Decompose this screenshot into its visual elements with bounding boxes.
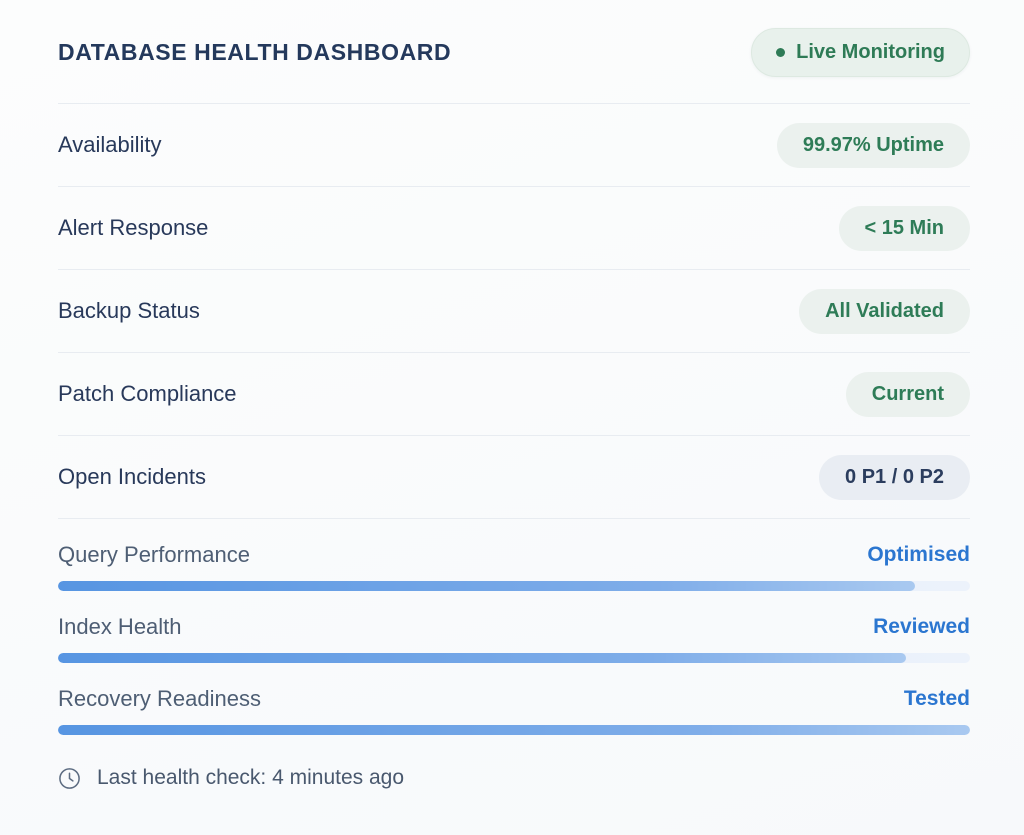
progress-label: Recovery Readiness — [58, 686, 261, 711]
progress-label: Query Performance — [58, 542, 250, 567]
progress-row-index-health: Index Health Reviewed — [58, 591, 970, 663]
header-divider — [58, 103, 970, 104]
progress-fill — [58, 581, 916, 591]
metric-row-alert-response: Alert Response < 15 Min — [58, 187, 970, 270]
metric-label: Availability — [58, 132, 162, 157]
progress-status: Tested — [903, 687, 970, 710]
progress-head: Index Health Reviewed — [58, 613, 970, 641]
progress-status: Optimised — [867, 543, 970, 566]
header: DATABASE HEALTH DASHBOARD Live Monitorin… — [58, 27, 970, 77]
status-badge: Current — [845, 371, 970, 417]
progress-row-query-performance: Query Performance Optimised — [58, 519, 970, 591]
status-badge: 99.97% Uptime — [776, 122, 970, 168]
progress-row-recovery-readiness: Recovery Readiness Tested — [58, 663, 970, 735]
page-title: DATABASE HEALTH DASHBOARD — [58, 38, 452, 65]
footer: Last health check: 4 minutes ago — [58, 763, 970, 793]
live-monitoring-badge: Live Monitoring — [751, 27, 970, 77]
metric-label: Open Incidents — [58, 464, 206, 489]
metric-label: Backup Status — [58, 298, 200, 323]
metric-row-availability: Availability 99.97% Uptime — [58, 104, 970, 187]
progress-track — [58, 581, 970, 591]
status-badge: All Validated — [799, 288, 970, 334]
progress-label: Index Health — [58, 614, 182, 639]
database-health-dashboard-card: DATABASE HEALTH DASHBOARD Live Monitorin… — [58, 27, 970, 793]
progress-head: Recovery Readiness Tested — [58, 685, 970, 713]
metric-row-open-incidents: Open Incidents 0 P1 / 0 P2 — [58, 436, 970, 519]
status-badge: < 15 Min — [838, 205, 970, 251]
metric-row-backup-status: Backup Status All Validated — [58, 270, 970, 353]
metric-row-patch-compliance: Patch Compliance Current — [58, 353, 970, 436]
metric-label: Patch Compliance — [58, 381, 237, 406]
status-badge: 0 P1 / 0 P2 — [819, 454, 970, 500]
live-monitoring-label: Live Monitoring — [796, 40, 945, 63]
progress-head: Query Performance Optimised — [58, 541, 970, 569]
progress-status: Reviewed — [873, 615, 970, 638]
live-dot-icon — [776, 47, 786, 57]
progress-fill — [58, 653, 907, 663]
progress-track — [58, 653, 970, 663]
metric-label: Alert Response — [58, 215, 209, 240]
last-health-check-text: Last health check: 4 minutes ago — [97, 766, 405, 789]
clock-icon — [59, 767, 80, 789]
progress-track — [58, 725, 970, 735]
progress-fill — [58, 725, 970, 735]
